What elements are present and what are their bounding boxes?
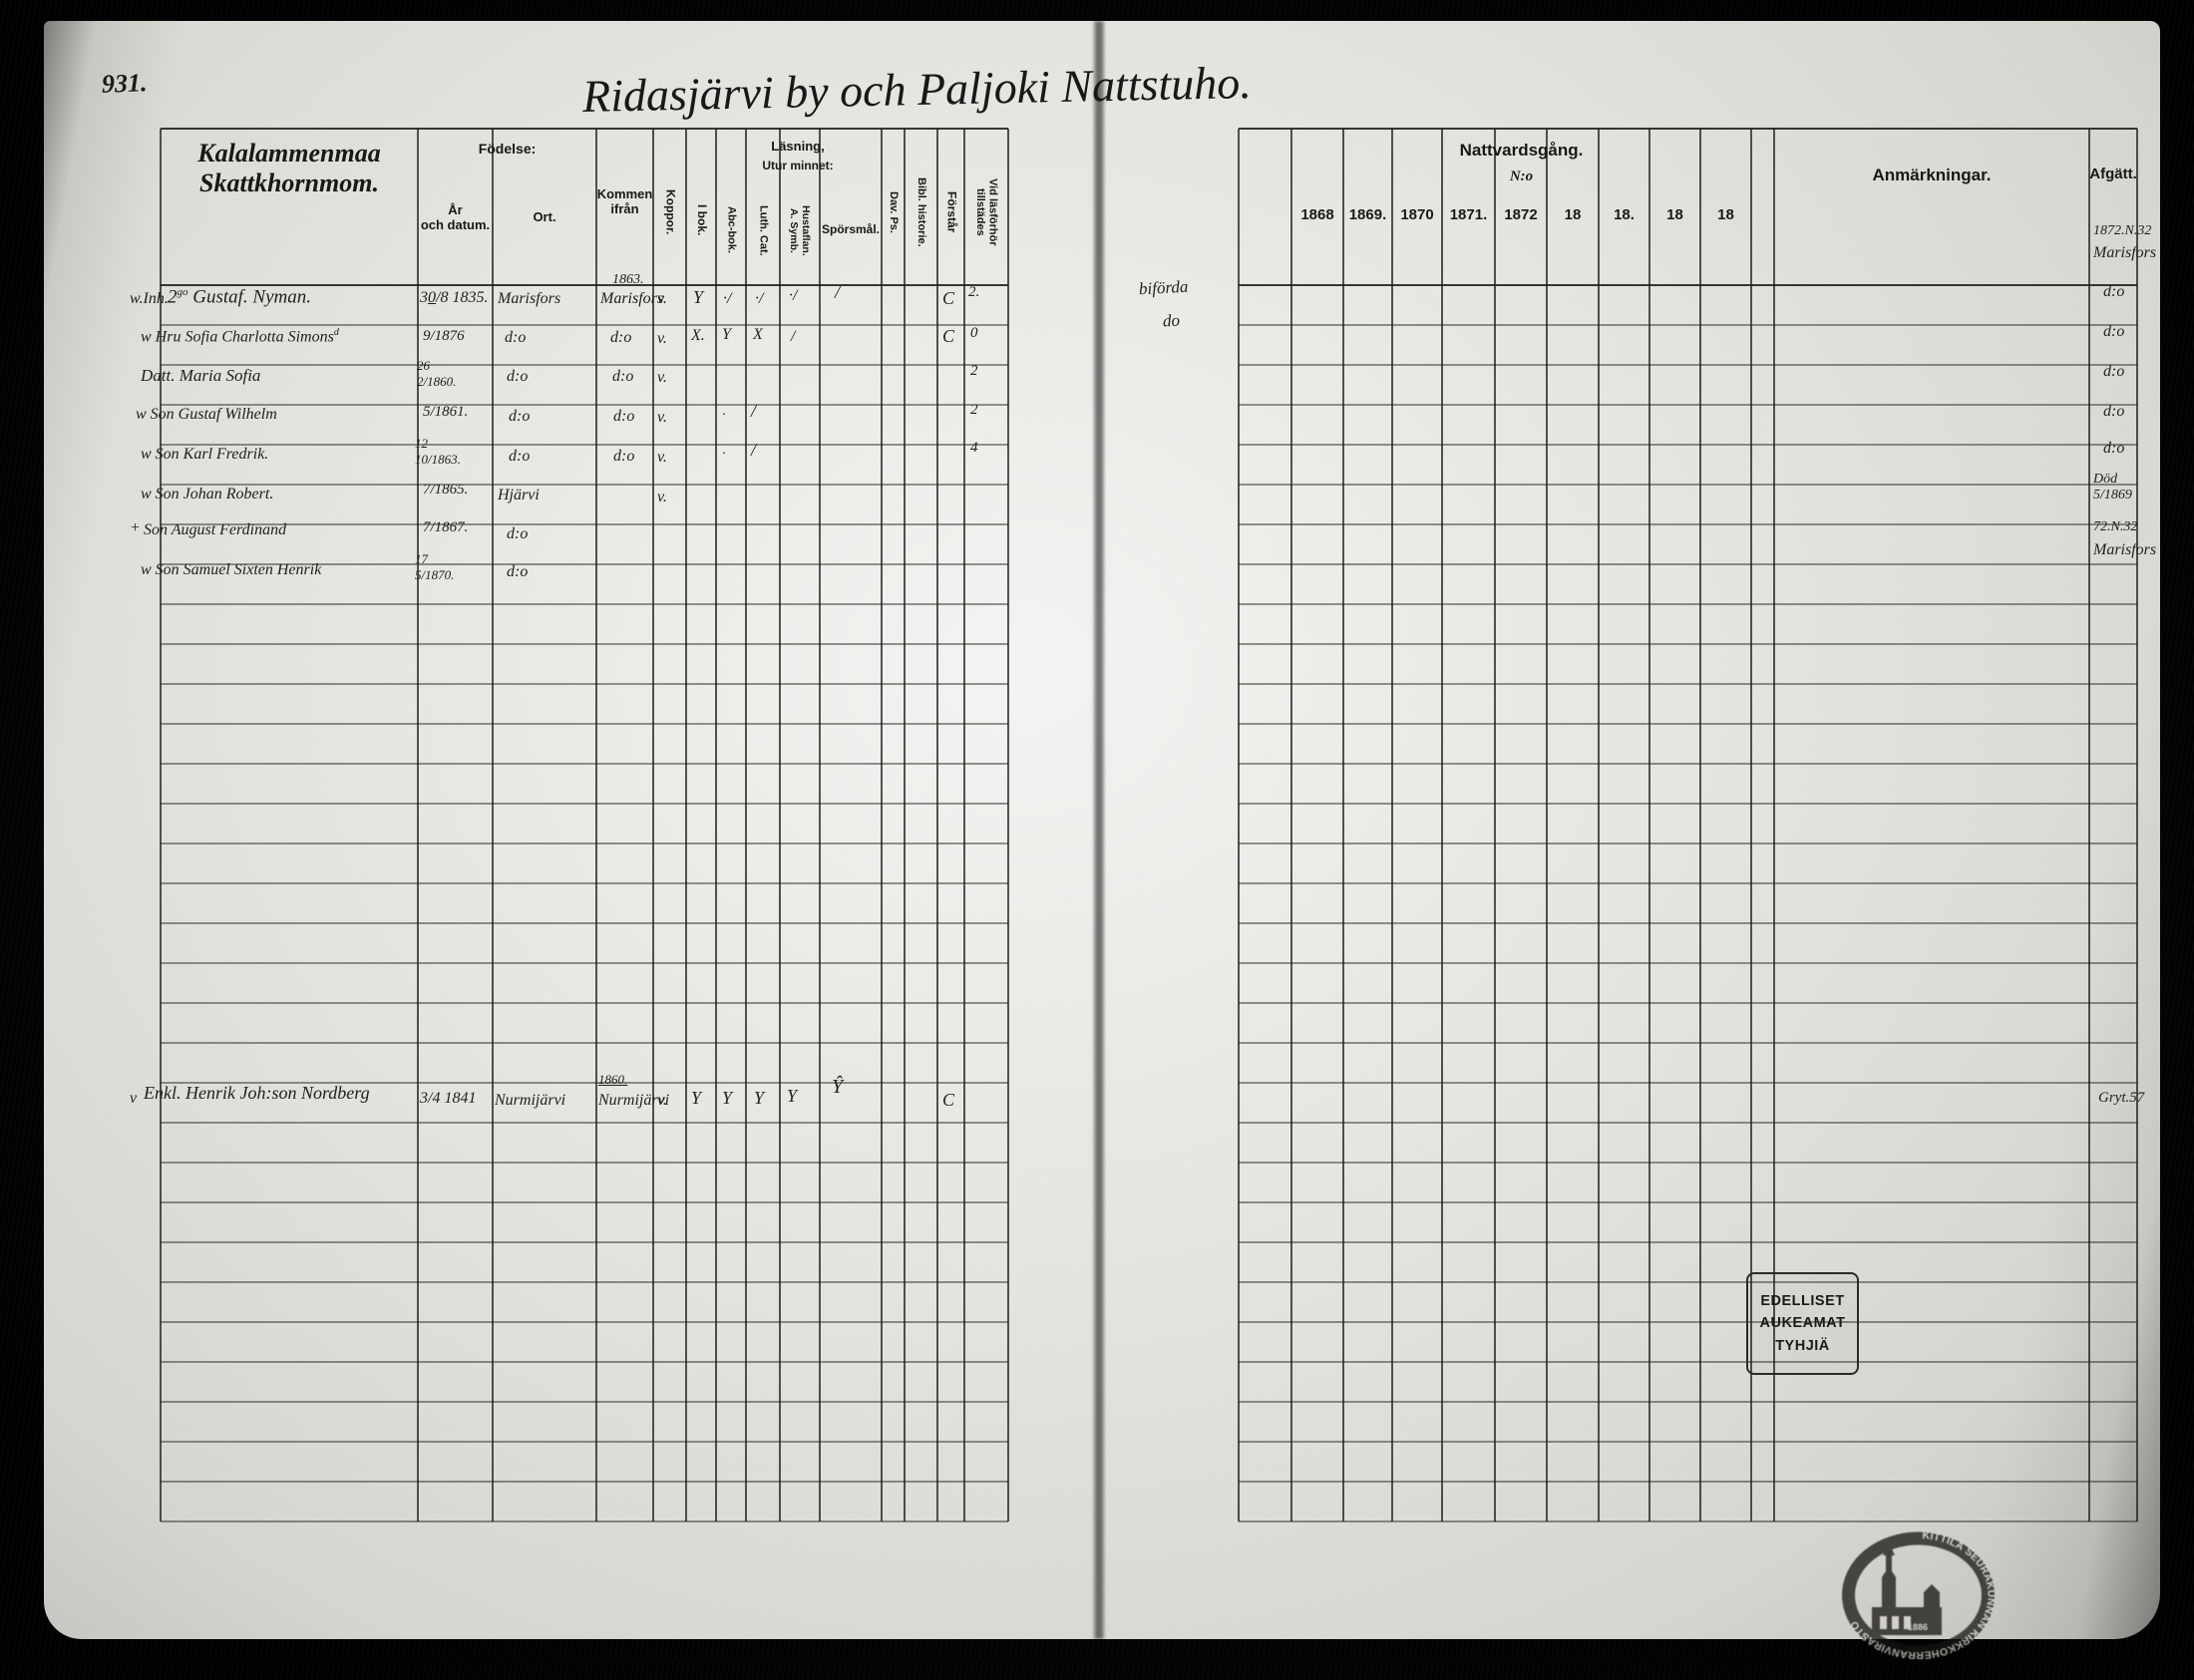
svg-text:1886: 1886: [1908, 1622, 1928, 1632]
